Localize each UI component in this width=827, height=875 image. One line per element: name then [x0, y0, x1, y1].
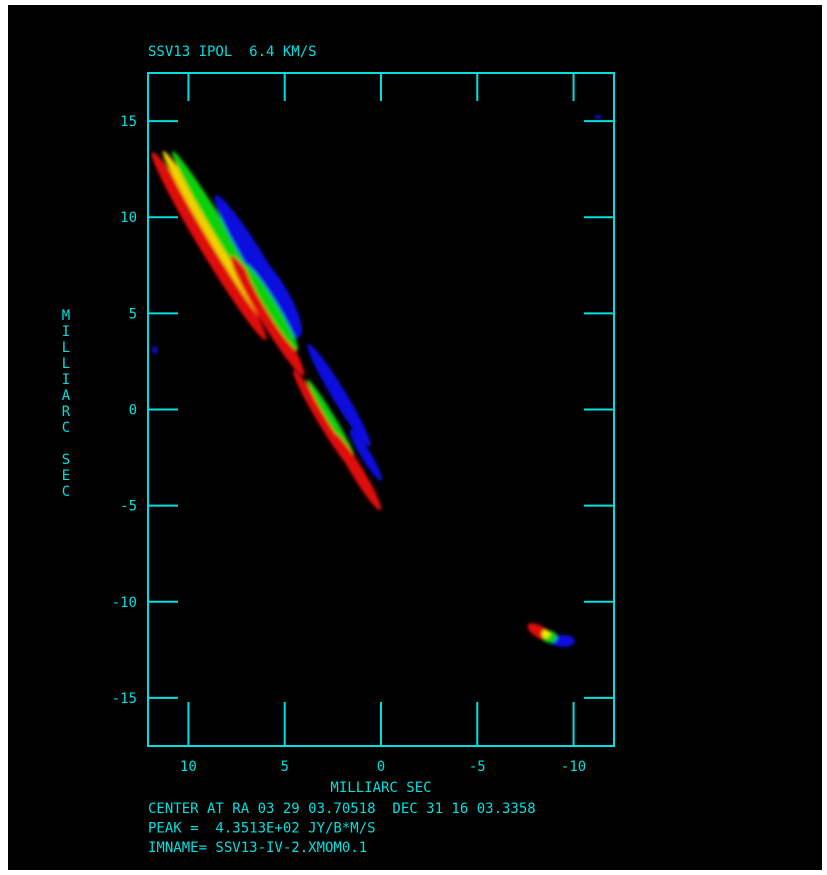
- y-tick-label: 10: [120, 210, 137, 226]
- background: [8, 5, 822, 870]
- x-axis-label: MILLIARC SEC: [330, 780, 431, 796]
- y-tick-label: -15: [112, 691, 137, 707]
- emission: [151, 115, 602, 647]
- x-tick-label: 0: [377, 759, 385, 775]
- chart-title: SSV13 IPOL 6.4 KM/S: [148, 44, 317, 60]
- y-axis-label: MILLIARC SEC: [58, 308, 74, 500]
- x-tick-label: -10: [561, 759, 586, 775]
- annotation: IMNAME= SSV13-IV-2.XMOM0.1: [148, 840, 367, 856]
- x-tick-label: 10: [180, 759, 197, 775]
- x-tick-label: 5: [281, 759, 289, 775]
- y-tick-label: 0: [129, 403, 137, 419]
- annotation: CENTER AT RA 03 29 03.70518 DEC 31 16 03…: [148, 801, 536, 817]
- y-tick-label: -10: [112, 595, 137, 611]
- y-tick-label: -5: [120, 499, 137, 515]
- y-tick-label: 15: [120, 114, 137, 130]
- annotation: PEAK = 4.3513E+02 JY/B*M/S: [148, 821, 376, 837]
- x-tick-label: -5: [469, 759, 486, 775]
- y-tick-label: 5: [129, 306, 137, 322]
